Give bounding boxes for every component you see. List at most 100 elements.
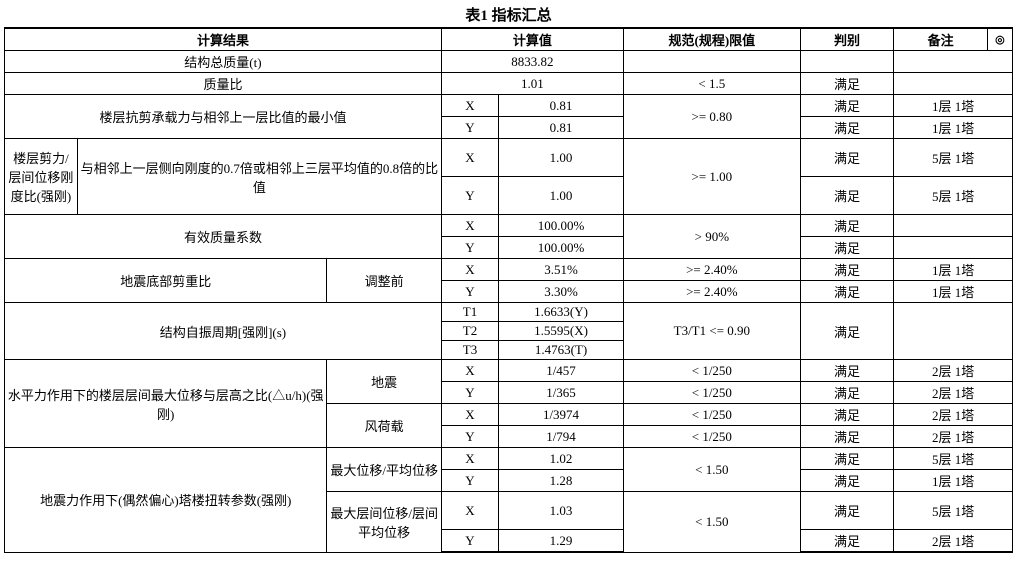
r6-sub: 调整前 — [327, 259, 441, 303]
r5-rmy — [894, 237, 1013, 259]
r6-yv: 3.30% — [499, 281, 624, 303]
r3-jx: 满足 — [800, 95, 894, 117]
r5-name: 有效质量系数 — [5, 215, 442, 259]
r2-name: 质量比 — [5, 73, 442, 95]
r7-name: 结构自振周期[强刚](s) — [5, 303, 442, 360]
r4-yv: 1.00 — [499, 177, 624, 215]
r5-y: Y — [441, 237, 498, 259]
r9-ax: X — [441, 448, 498, 470]
r8-l1: < 1/250 — [623, 360, 800, 382]
r9-axv: 1.02 — [499, 448, 624, 470]
r3-x: X — [441, 95, 498, 117]
r9-j3: 满足 — [800, 492, 894, 530]
r6-xv: 3.51% — [499, 259, 624, 281]
r9-rma-x: 5层 1塔 — [894, 448, 1013, 470]
r5-jx: 满足 — [800, 215, 894, 237]
hdr-remark: 备注 — [894, 28, 988, 51]
r9-sub2: 最大层间位移/层间平均位移 — [327, 492, 441, 553]
r5-xv: 100.00% — [499, 215, 624, 237]
r3-rmx: 1层 1塔 — [894, 95, 1013, 117]
hdr-spec-limit: 规范(规程)限值 — [623, 28, 800, 51]
r4-left: 楼层剪力/层间位移刚度比(强刚) — [5, 139, 78, 215]
r4-jy: 满足 — [800, 177, 894, 215]
r9-ay: Y — [441, 470, 498, 492]
r3-rmy: 1层 1塔 — [894, 117, 1013, 139]
r8-l2: < 1/250 — [623, 382, 800, 404]
r9-rmb-y: 2层 1塔 — [894, 530, 1013, 553]
r6-lx: >= 2.40% — [623, 259, 800, 281]
r3-jy: 满足 — [800, 117, 894, 139]
r4-x: X — [441, 139, 498, 177]
gear-icon[interactable]: ◎ — [987, 28, 1012, 51]
r6-jx: 满足 — [800, 259, 894, 281]
r9-j1: 满足 — [800, 448, 894, 470]
r8-byv: 1/794 — [499, 426, 624, 448]
r5-yv: 100.00% — [499, 237, 624, 259]
r7-t2: T2 — [441, 322, 498, 341]
r7-judge: 满足 — [800, 303, 894, 360]
r6-rmy: 1层 1塔 — [894, 281, 1013, 303]
r8-rm4: 2层 1塔 — [894, 426, 1013, 448]
r4-rmy: 5层 1塔 — [894, 177, 1013, 215]
r8-l4: < 1/250 — [623, 426, 800, 448]
r2-judge: 满足 — [800, 73, 894, 95]
r1-val: 8833.82 — [441, 51, 623, 73]
r6-rmx: 1层 1塔 — [894, 259, 1013, 281]
r7-t3v: 1.4763(T) — [499, 341, 624, 360]
r6-ly: >= 2.40% — [623, 281, 800, 303]
r8-bxv: 1/3974 — [499, 404, 624, 426]
r5-jy: 满足 — [800, 237, 894, 259]
r7-t1v: 1.6633(Y) — [499, 303, 624, 322]
r2-val: 1.01 — [441, 73, 623, 95]
summary-table: 计算结果 计算值 规范(规程)限值 判别 备注 ◎ 结构总质量(t) 8833.… — [4, 27, 1013, 553]
r5-rmx — [894, 215, 1013, 237]
r3-name: 楼层抗剪承载力与相邻上一层比值的最小值 — [5, 95, 442, 139]
r7-t2v: 1.5595(X) — [499, 322, 624, 341]
hdr-calc-value: 计算值 — [441, 28, 623, 51]
r9-rma-y: 1层 1塔 — [894, 470, 1013, 492]
r9-bx: X — [441, 492, 498, 530]
r9-j2: 满足 — [800, 470, 894, 492]
r8-ax: X — [441, 360, 498, 382]
r8-rm1: 2层 1塔 — [894, 360, 1013, 382]
r6-jy: 满足 — [800, 281, 894, 303]
r8-l3: < 1/250 — [623, 404, 800, 426]
r9-j4: 满足 — [800, 530, 894, 553]
r8-j3: 满足 — [800, 404, 894, 426]
r7-rm — [894, 303, 1013, 360]
r9-by: Y — [441, 530, 498, 553]
table-title: 表1 指标汇总 — [4, 4, 1013, 25]
r8-axv: 1/457 — [499, 360, 624, 382]
r9-name: 地震力作用下(偶然偏心)塔楼扭转参数(强刚) — [5, 448, 327, 553]
r3-xv: 0.81 — [499, 95, 624, 117]
r7-t3: T3 — [441, 341, 498, 360]
r4-limit: >= 1.00 — [623, 139, 800, 215]
r3-y: Y — [441, 117, 498, 139]
r8-rm3: 2层 1塔 — [894, 404, 1013, 426]
r5-x: X — [441, 215, 498, 237]
r8-by: Y — [441, 426, 498, 448]
r9-byv: 1.29 — [499, 530, 624, 553]
r1-rm — [894, 51, 1013, 73]
r7-limit: T3/T1 <= 0.90 — [623, 303, 800, 360]
r8-j1: 满足 — [800, 360, 894, 382]
r8-bx: X — [441, 404, 498, 426]
r2-limit: < 1.5 — [623, 73, 800, 95]
hdr-calc-result: 计算结果 — [5, 28, 442, 51]
r8-ay: Y — [441, 382, 498, 404]
r4-jx: 满足 — [800, 139, 894, 177]
r6-name: 地震底部剪重比 — [5, 259, 327, 303]
r8-ayv: 1/365 — [499, 382, 624, 404]
r9-bxv: 1.03 — [499, 492, 624, 530]
r1-judge — [800, 51, 894, 73]
r7-t1: T1 — [441, 303, 498, 322]
r1-limit — [623, 51, 800, 73]
r4-y: Y — [441, 177, 498, 215]
r8-j2: 满足 — [800, 382, 894, 404]
r9-rmb-x: 5层 1塔 — [894, 492, 1013, 530]
r3-yv: 0.81 — [499, 117, 624, 139]
r3-limit: >= 0.80 — [623, 95, 800, 139]
r8-sub1: 地震 — [327, 360, 441, 404]
r9-ayv: 1.28 — [499, 470, 624, 492]
r8-j4: 满足 — [800, 426, 894, 448]
